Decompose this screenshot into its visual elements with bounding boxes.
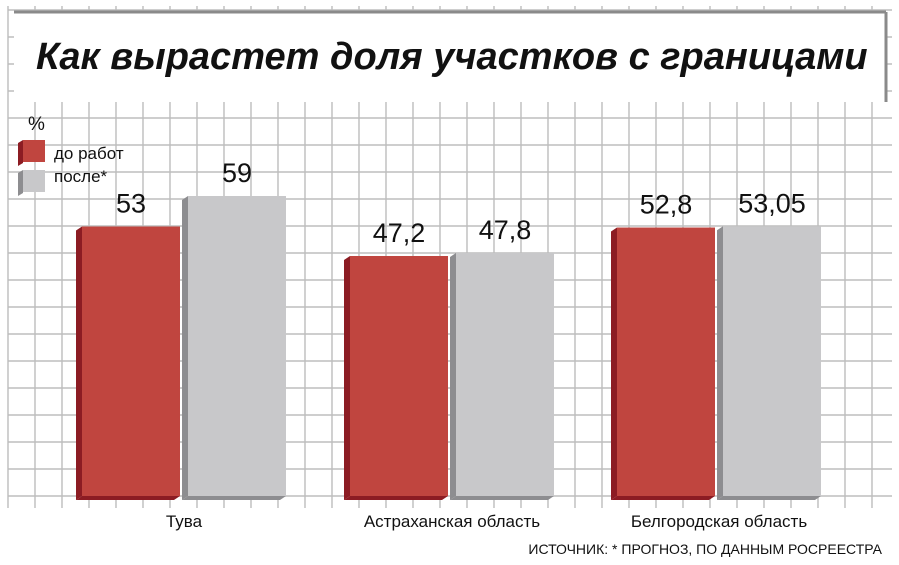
- legend-label-before: до работ: [54, 144, 124, 163]
- category-label: Тува: [166, 512, 203, 531]
- bars: 53 59 47,2 47,8 52,8 53,05: [76, 158, 821, 500]
- legend-swatch-before-side: [18, 140, 23, 166]
- title-box: [14, 12, 886, 102]
- bar-before-side: [611, 227, 617, 500]
- data-label-before: 47,2: [373, 218, 426, 248]
- bar-before-bottom: [76, 496, 180, 500]
- data-label-after: 53,05: [738, 188, 806, 218]
- legend: % до работ после*: [18, 114, 124, 196]
- bar-after-side: [182, 196, 188, 500]
- bar-before-side: [76, 226, 82, 500]
- unit-label: %: [28, 114, 45, 135]
- chart-title: Как вырастет доля участков с границами: [36, 36, 868, 78]
- bar-after-bottom: [450, 496, 554, 500]
- category-label: Астраханская область: [364, 512, 540, 531]
- bar-after-bottom: [717, 496, 821, 500]
- data-label-before: 52,8: [640, 190, 693, 220]
- bar-before-side: [344, 256, 350, 500]
- data-label-after: 59: [222, 158, 252, 188]
- bar-after: [456, 252, 554, 496]
- data-label-before: 53: [116, 189, 146, 219]
- bar-before: [617, 227, 715, 496]
- bar-after: [723, 226, 821, 496]
- bar-after: [188, 196, 286, 496]
- category-label: Белгородская область: [631, 512, 807, 531]
- bar-before-bottom: [611, 496, 715, 500]
- bar-before: [82, 226, 180, 496]
- bar-after-side: [717, 226, 723, 500]
- legend-swatch-before: [23, 140, 45, 162]
- legend-label-after: после*: [54, 167, 108, 186]
- source-note: ИСТОЧНИК: * ПРОГНОЗ, ПО ДАННЫМ РОСРЕЕСТР…: [528, 541, 882, 557]
- data-label-after: 47,8: [479, 215, 532, 245]
- legend-swatch-after: [23, 170, 45, 192]
- legend-swatch-after-side: [18, 170, 23, 196]
- legend-item-before: до работ: [18, 140, 124, 166]
- bar-after-side: [450, 252, 456, 500]
- bar-before-bottom: [344, 496, 448, 500]
- legend-item-after: после*: [18, 167, 108, 196]
- bar-after-bottom: [182, 496, 286, 500]
- category-labels: Тува Астраханская область Белгородская обл…: [166, 512, 807, 531]
- bar-before: [350, 256, 448, 496]
